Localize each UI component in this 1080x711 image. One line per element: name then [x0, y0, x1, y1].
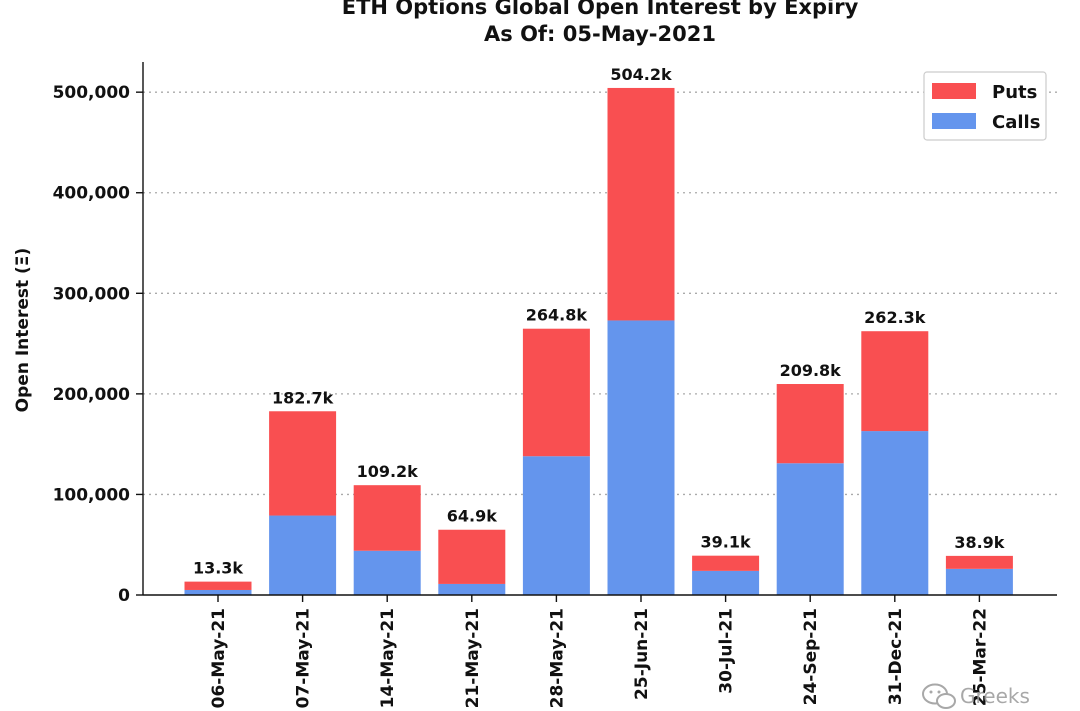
- bar-calls: [522, 456, 590, 595]
- bar-calls: [776, 463, 844, 595]
- total-data-label: 504.2k: [610, 65, 672, 84]
- total-data-label: 262.3k: [864, 308, 926, 327]
- y-tick-label: 400,000: [53, 184, 131, 204]
- bar-calls: [438, 583, 506, 595]
- y-tick-label: 500,000: [53, 83, 131, 103]
- legend-swatch-puts: [932, 83, 976, 99]
- total-data-label: 209.8k: [780, 361, 842, 380]
- legend-swatch-calls: [932, 113, 976, 129]
- y-tick-label: 100,000: [53, 485, 131, 505]
- total-data-label: 39.1k: [701, 533, 751, 552]
- x-tick-label: 14-May-21: [378, 608, 398, 708]
- axes: 0 100,000 200,000 300,000 400,000 500,000 06-M…: [53, 62, 1057, 708]
- legend-label-puts: Puts: [992, 82, 1037, 103]
- total-data-label: 264.8k: [526, 306, 588, 325]
- x-tick-label: 25-Jun-21: [632, 608, 652, 700]
- x-tick-label: 24-Sep-21: [801, 608, 821, 705]
- chart-title: ETH Options Global Open Interest by Expi…: [342, 0, 859, 19]
- total-data-label: 13.3k: [193, 559, 243, 578]
- y-tick-label: 200,000: [53, 385, 131, 405]
- x-tick-label: 28-May-21: [547, 608, 567, 708]
- total-data-label: 64.9k: [447, 507, 497, 526]
- bar-puts: [945, 555, 1013, 569]
- legend: Puts Calls: [923, 71, 1047, 141]
- chart-subtitle: As Of: 05-May-2021: [484, 22, 716, 46]
- data-labels: 13.3k 182.7k 109.2k 64.9k 264.8k 504.2k 39.1k 2…: [193, 65, 1005, 578]
- bar-puts: [607, 87, 675, 321]
- watermark-text: Greeks: [960, 684, 1030, 708]
- x-tick-label: 07-May-21: [294, 608, 314, 708]
- watermark: Greeks: [922, 683, 1030, 709]
- bar-puts: [776, 384, 844, 464]
- grid-lines: [143, 91, 1057, 496]
- total-data-label: 109.2k: [357, 462, 419, 481]
- bars: [184, 87, 1013, 595]
- bar-calls: [945, 568, 1013, 595]
- x-tick-label: 30-Jul-21: [717, 608, 737, 694]
- wechat-icon: [922, 683, 956, 709]
- y-tick-label: 0: [118, 586, 130, 606]
- legend-label-calls: Calls: [992, 112, 1040, 133]
- y-tick-label: 300,000: [53, 284, 131, 304]
- bar-puts: [184, 581, 252, 590]
- bar-puts: [692, 555, 760, 571]
- bar-calls: [607, 320, 675, 595]
- bar-puts: [269, 411, 337, 516]
- total-data-label: 38.9k: [954, 533, 1004, 552]
- bar-puts: [522, 328, 590, 457]
- x-tick-label: 25-Mar-22: [970, 608, 990, 706]
- y-axis-label: Open Interest (Ξ): [13, 248, 33, 413]
- bar-calls: [353, 550, 421, 595]
- x-tick-label: 31-Dec-21: [886, 608, 906, 705]
- bar-calls: [692, 570, 760, 595]
- total-data-label: 182.7k: [272, 388, 334, 407]
- bar-puts: [861, 331, 929, 432]
- bar-calls: [269, 515, 337, 595]
- bar-puts: [438, 529, 506, 584]
- bar-calls: [184, 589, 252, 595]
- bar-puts: [353, 485, 421, 551]
- x-tick-label: 06-May-21: [209, 608, 229, 708]
- bar-calls: [861, 431, 929, 595]
- x-tick-label: 21-May-21: [463, 608, 483, 708]
